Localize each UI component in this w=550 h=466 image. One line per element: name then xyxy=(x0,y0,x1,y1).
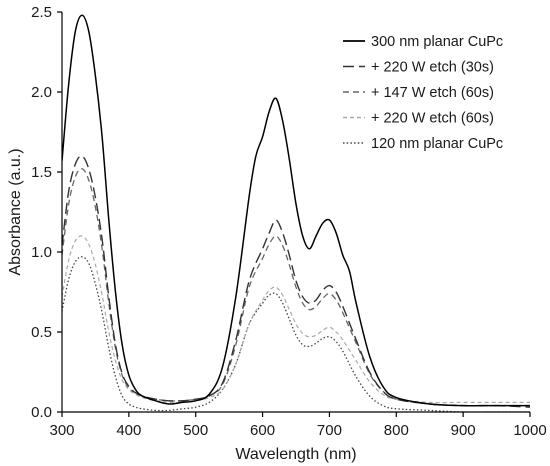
y-axis-ticks: 0.0 0.5 1.0 1.5 2.0 2.5 xyxy=(31,4,62,421)
series-line-5 xyxy=(62,256,530,412)
x-tick-label: 400 xyxy=(116,422,141,439)
y-tick-label: 1.0 xyxy=(31,244,52,261)
series-lines xyxy=(62,14,530,412)
y-axis-title: Absorbance (a.u.) xyxy=(7,148,24,275)
series-line-3 xyxy=(62,168,530,407)
y-tick-label: 2.0 xyxy=(31,84,52,101)
x-tick-label: 300 xyxy=(49,422,74,439)
x-tick-label: 800 xyxy=(384,422,409,439)
x-tick-label: 600 xyxy=(250,422,275,439)
x-tick-label: 500 xyxy=(183,422,208,439)
y-tick-label: 2.5 xyxy=(31,4,52,21)
x-axis-title: Wavelength (nm) xyxy=(235,446,356,463)
series-line-2 xyxy=(62,155,530,408)
x-axis-ticks: 300 400 500 600 700 800 900 1000 xyxy=(49,412,547,439)
y-tick-label: 0.5 xyxy=(31,324,52,341)
x-tick-label: 700 xyxy=(317,422,342,439)
x-tick-label: 1000 xyxy=(513,422,546,439)
legend-label-5: 120 nm planar CuPc xyxy=(371,136,503,152)
y-tick-label: 0.0 xyxy=(31,404,52,421)
legend-label-3: + 147 W etch (60s) xyxy=(371,85,494,101)
series-line-1 xyxy=(62,14,530,407)
legend-label-1: 300 nm planar CuPc xyxy=(371,34,503,50)
legend-label-4: + 220 W etch (60s) xyxy=(371,111,494,127)
x-tick-label: 900 xyxy=(451,422,476,439)
axes xyxy=(61,12,530,413)
legend: 300 nm planar CuPc + 220 W etch (30s) + 14… xyxy=(343,34,503,152)
legend-label-2: + 220 W etch (30s) xyxy=(371,60,494,76)
series-line-4 xyxy=(62,235,530,404)
y-tick-label: 1.5 xyxy=(31,164,52,181)
